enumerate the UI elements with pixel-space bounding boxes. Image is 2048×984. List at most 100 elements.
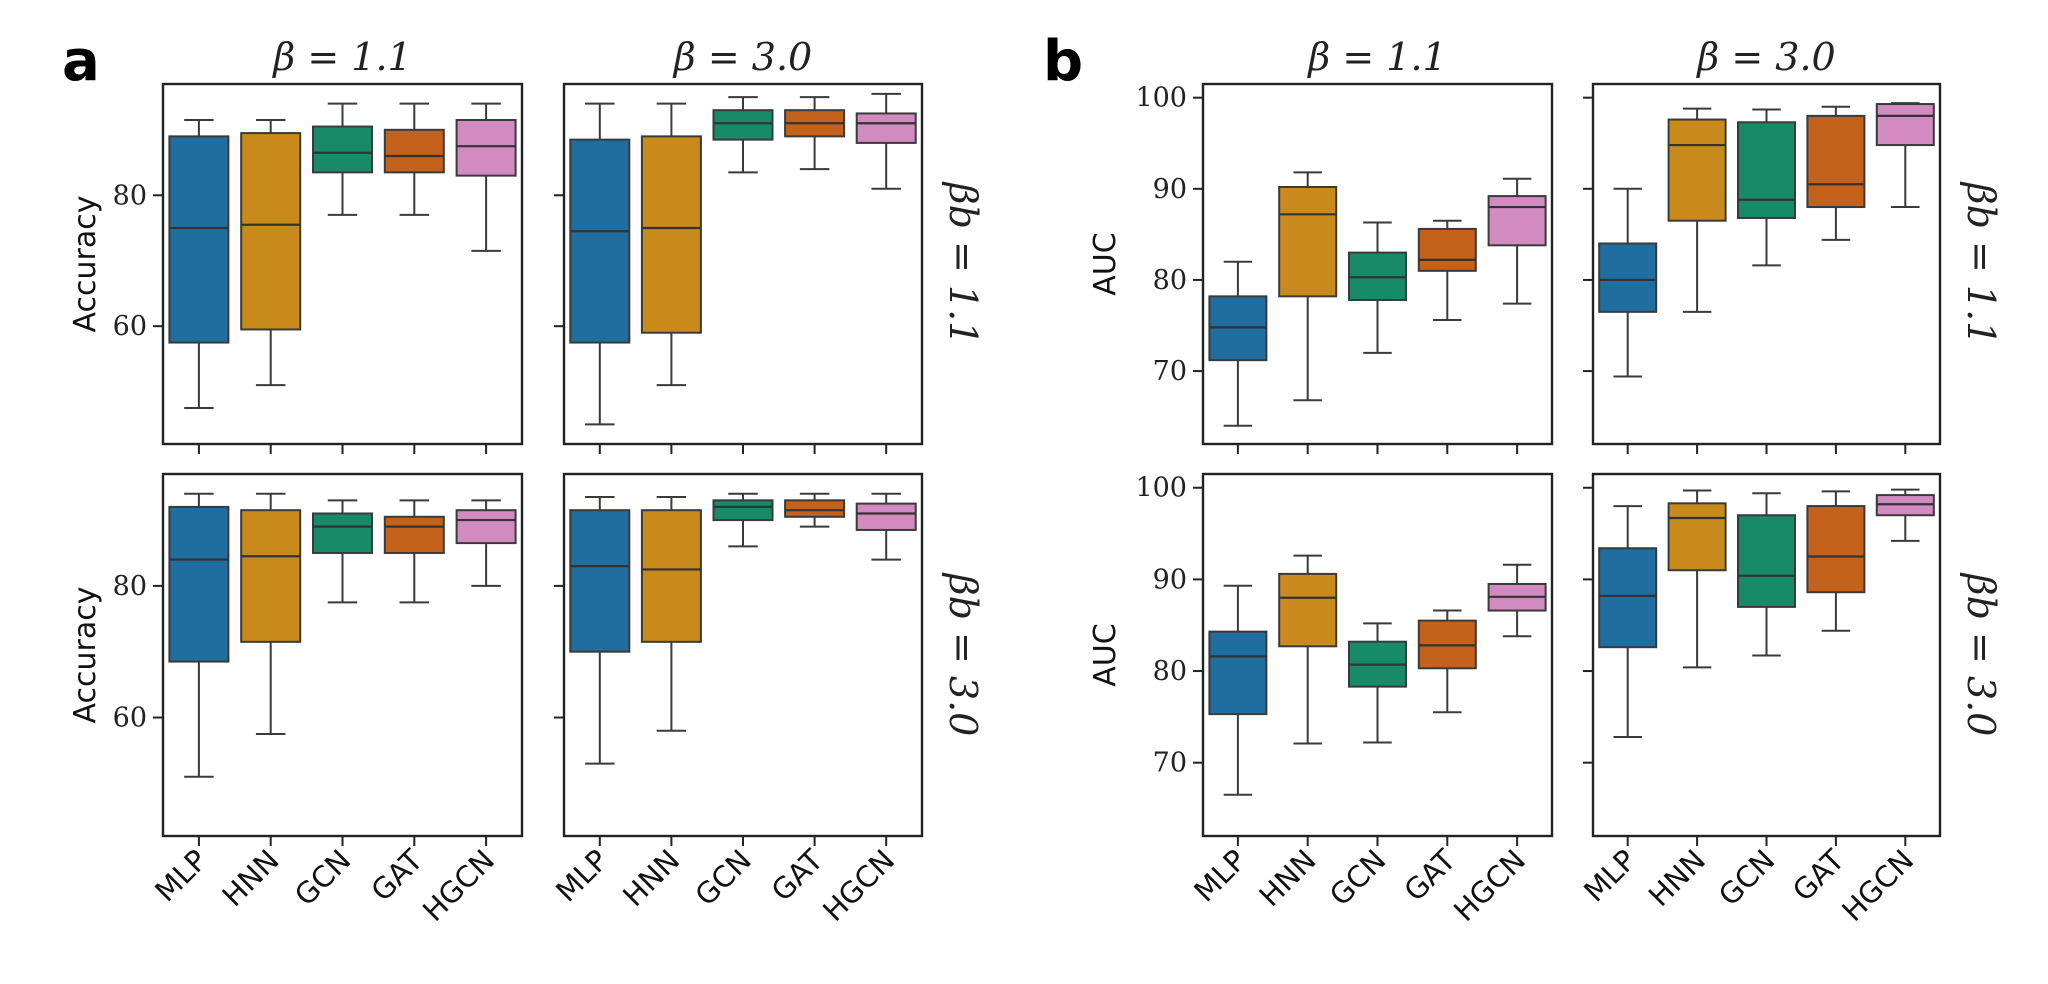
box-gat [1417,219,1477,322]
subplot-b-1: β = 3.0 βb = 1.1 [1583,35,2003,454]
box-hgcn [455,499,517,587]
box-gat [383,102,445,216]
x-tick-label-hnn: HNN [216,843,286,913]
subplot-b-0: 70 80 90 100 β = 1.1 AUC [1088,35,1554,454]
box-iqr [1806,505,1866,594]
box-iqr [312,512,373,554]
box-iqr [712,109,774,141]
box-gcn [1737,108,1796,267]
y-tick-label: 70 [1153,356,1187,387]
subplot-frame [161,82,524,446]
box-hnn [1278,554,1338,745]
subplot-a-0: 60 80 β = 1.1 Accuracy [68,35,524,454]
row-label: βb = 1.1 [1959,181,2003,346]
box-iqr [383,515,445,554]
box-hnn [1667,107,1727,313]
box-iqr [1278,185,1338,298]
subplot-frame [1201,472,1554,838]
box-iqr [1737,514,1796,608]
box-iqr [1667,502,1727,572]
box-iqr [1417,227,1477,272]
x-tick-label-hgcn: HGCN [816,843,901,928]
box-hnn [240,492,302,735]
box-mlp [168,492,230,778]
x-tick-label-mlp: MLP [148,843,214,909]
box-hgcn [455,102,517,252]
x-tick-label-gcn: GCN [688,843,758,913]
box-iqr [640,135,702,334]
box-iqr [455,509,517,545]
y-tick-label: 60 [113,703,147,734]
box-iqr [1875,103,1935,147]
row-label: βb = 3.0 [1959,572,2003,737]
box-hnn [240,119,302,387]
x-tick-label-gcn: GCN [288,843,358,913]
subplot-frame [1591,472,1942,838]
box-gcn [1348,221,1407,354]
y-tick-label: 100 [1135,83,1187,114]
panel-label-b: b [1043,29,1083,94]
x-tick-label-hgcn: HGCN [1835,843,1920,928]
box-mlp [1598,505,1658,739]
x-tick-label-hnn: HNN [1253,843,1323,913]
box-gcn [312,102,373,216]
subplot-frame [562,82,924,446]
box-iqr [1487,195,1547,247]
y-axis-label: Accuracy [68,196,103,333]
x-tick-label-hnn: HNN [616,843,686,913]
subplot-frame [1201,82,1554,446]
box-gcn [1348,622,1407,744]
x-tick-label-mlp: MLP [1577,843,1643,909]
box-gat [383,499,445,604]
column-title: β = 1.1 [1306,35,1446,79]
box-iqr [855,502,917,531]
box-mlp [1208,584,1268,796]
row-label: βb = 3.0 [941,572,985,737]
panel-a: a 60 80 β = 1.1 Accuracy β = 3.0 βb = 1.1 60 80 M… [62,29,985,928]
box-iqr [1278,572,1338,648]
y-tick-label: 60 [113,311,147,342]
x-tick-label-gat: GAT [364,843,429,908]
box-mlp [1208,260,1268,427]
y-axis-label: Accuracy [68,587,103,724]
subplot-a-1: β = 3.0 βb = 1.1 [554,35,985,454]
box-iqr [1598,242,1658,313]
column-title: β = 3.0 [1695,35,1835,79]
y-tick-label: 80 [1153,656,1187,687]
x-tick-label-hgcn: HGCN [1447,843,1532,928]
column-title: β = 1.1 [271,35,411,79]
box-hgcn [1875,488,1935,542]
box-gcn [712,492,774,548]
box-iqr [640,509,702,643]
box-gat [1417,609,1477,714]
row-label: βb = 1.1 [941,181,985,346]
x-tick-label-mlp: MLP [1187,843,1253,909]
x-tick-label-gat: GAT [765,843,830,908]
y-tick-label: 80 [1153,265,1187,296]
box-mlp [569,496,631,765]
box-hnn [640,496,702,732]
box-iqr [240,132,302,331]
box-gcn [1737,492,1796,657]
box-iqr [712,499,774,522]
box-iqr [1806,114,1866,209]
panel-label-a: a [62,29,100,94]
x-tick-label-gcn: GCN [1323,843,1393,913]
box-iqr [1737,121,1796,219]
panel-b: b 70 80 90 100 β = 1.1 AUC β = 3.0 βb = 1.1 70 80 9… [1043,29,2003,928]
box-hgcn [855,492,917,561]
y-tick-label: 90 [1153,564,1187,595]
box-iqr [1667,118,1727,222]
subplot-frame [562,472,924,838]
box-gat [784,492,846,528]
y-tick-label: 80 [113,180,147,211]
box-iqr [383,128,445,174]
box-hgcn [1875,102,1935,209]
box-gat [1806,490,1866,632]
box-iqr [855,112,917,144]
y-tick-label: 80 [113,571,147,602]
box-iqr [312,125,373,174]
box-gcn [312,499,373,604]
